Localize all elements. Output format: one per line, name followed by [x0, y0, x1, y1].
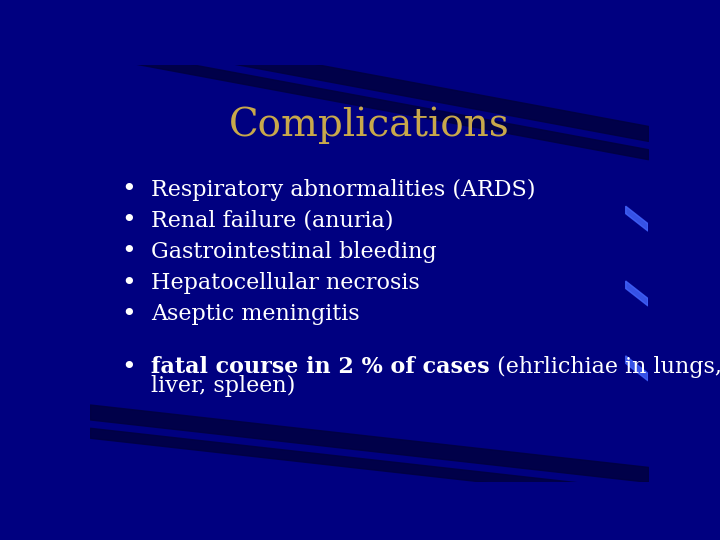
Text: •: •	[122, 209, 136, 232]
Text: •: •	[122, 272, 136, 295]
Text: liver, spleen): liver, spleen)	[151, 375, 296, 397]
Polygon shape	[626, 356, 648, 381]
Text: •: •	[122, 356, 136, 379]
Polygon shape	[626, 206, 648, 231]
Text: •: •	[122, 178, 136, 201]
Text: •: •	[122, 303, 136, 326]
Text: fatal course in 2 % of cases: fatal course in 2 % of cases	[151, 356, 490, 378]
Text: (ehrlichiae in lungs,: (ehrlichiae in lungs,	[490, 356, 720, 378]
Polygon shape	[626, 281, 648, 306]
Text: Renal failure (anuria): Renal failure (anuria)	[151, 210, 394, 232]
Text: •: •	[122, 240, 136, 264]
Text: Respiratory abnormalities (ARDS): Respiratory abnormalities (ARDS)	[151, 179, 536, 200]
Text: Hepatocellular necrosis: Hepatocellular necrosis	[151, 272, 420, 294]
Text: Aseptic meningitis: Aseptic meningitis	[151, 303, 360, 325]
Text: Complications: Complications	[229, 106, 509, 144]
Text: Gastrointestinal bleeding: Gastrointestinal bleeding	[151, 241, 437, 263]
